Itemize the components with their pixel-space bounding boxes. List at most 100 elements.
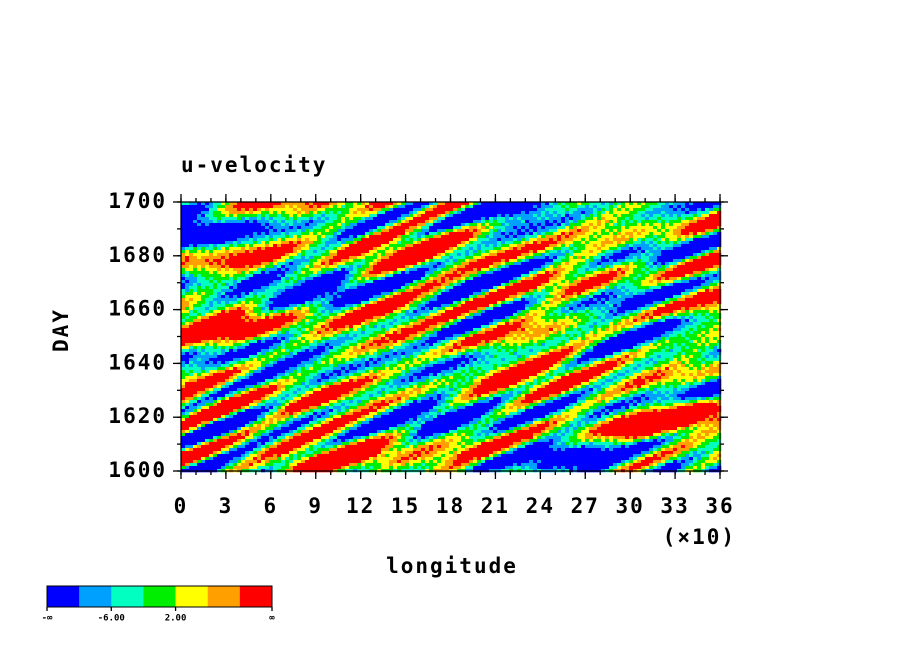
field-cell [673, 259, 678, 263]
field-cell [497, 274, 502, 278]
field-cell [585, 256, 590, 260]
field-cell [697, 280, 702, 284]
field-cell [249, 214, 254, 218]
field-cell [401, 274, 406, 278]
field-cell [465, 214, 470, 218]
field-cell [509, 271, 514, 275]
field-cell [417, 217, 422, 221]
field-cell [333, 265, 338, 269]
field-cell [509, 265, 514, 269]
field-cell [493, 250, 498, 254]
field-cell [565, 247, 570, 251]
field-cell [633, 286, 638, 290]
field-cell [465, 283, 470, 287]
field-cell [641, 205, 646, 209]
field-cell [213, 232, 218, 236]
field-cell [505, 217, 510, 221]
field-cell [293, 265, 298, 269]
field-cell [617, 223, 622, 227]
field-cell [589, 253, 594, 257]
field-cell [657, 262, 662, 266]
field-cell [533, 256, 538, 260]
field-cell [581, 310, 586, 314]
field-cell [429, 256, 434, 260]
field-cell [497, 208, 502, 212]
field-cell [629, 217, 634, 221]
field-cell [629, 232, 634, 236]
field-cell [461, 262, 466, 266]
field-cell [669, 253, 674, 257]
field-cell [461, 307, 466, 311]
field-cell [705, 232, 710, 236]
field-cell [381, 244, 386, 248]
field-cell [621, 223, 626, 227]
field-cell [713, 280, 718, 284]
field-cell [553, 301, 558, 305]
field-cell [301, 277, 306, 281]
field-cell [653, 211, 658, 215]
field-cell [377, 256, 382, 260]
field-cell [217, 286, 222, 290]
field-cell [413, 235, 418, 239]
field-cell [573, 283, 578, 287]
field-cell [581, 259, 586, 263]
field-cell [649, 298, 654, 302]
field-cell [229, 304, 234, 308]
field-cell [485, 208, 490, 212]
field-cell [253, 256, 258, 260]
field-cell [261, 217, 266, 221]
field-cell [329, 310, 334, 314]
field-cell [241, 238, 246, 242]
field-cell [293, 289, 298, 293]
field-cell [549, 208, 554, 212]
field-cell [497, 295, 502, 299]
field-cell [289, 304, 294, 308]
field-cell [181, 250, 186, 254]
field-cell [681, 277, 686, 281]
field-cell [201, 223, 206, 227]
field-cell [245, 205, 250, 209]
field-cell [277, 301, 282, 305]
field-cell [713, 202, 718, 206]
field-cell [593, 235, 598, 239]
field-cell [249, 295, 254, 299]
field-cell [713, 259, 718, 263]
field-cell [253, 301, 258, 305]
field-cell [493, 223, 498, 227]
field-cell [565, 274, 570, 278]
field-cell [485, 220, 490, 224]
field-cell [353, 232, 358, 236]
field-cell [489, 241, 494, 245]
field-cell [405, 256, 410, 260]
field-cell [209, 208, 214, 212]
field-cell [637, 274, 642, 278]
field-cell [633, 307, 638, 311]
field-cell [449, 307, 454, 311]
field-cell [521, 223, 526, 227]
field-cell [369, 295, 374, 299]
field-cell [373, 208, 378, 212]
field-cell [429, 220, 434, 224]
field-cell [685, 280, 690, 284]
field-cell [261, 271, 266, 275]
field-cell [325, 277, 330, 281]
field-cell [513, 250, 518, 254]
field-cell [333, 262, 338, 266]
field-cell [293, 244, 298, 248]
field-cell [245, 247, 250, 251]
field-cell [585, 295, 590, 299]
field-cell [277, 241, 282, 245]
field-cell [369, 280, 374, 284]
field-cell [205, 217, 210, 221]
field-cell [381, 259, 386, 263]
field-cell [265, 301, 270, 305]
field-cell [637, 202, 642, 206]
field-cell [685, 271, 690, 275]
field-cell [221, 304, 226, 308]
field-cell [537, 250, 542, 254]
field-cell [565, 304, 570, 308]
field-cell [221, 292, 226, 296]
field-cell [277, 211, 282, 215]
field-cell [429, 250, 434, 254]
field-cell [617, 259, 622, 263]
